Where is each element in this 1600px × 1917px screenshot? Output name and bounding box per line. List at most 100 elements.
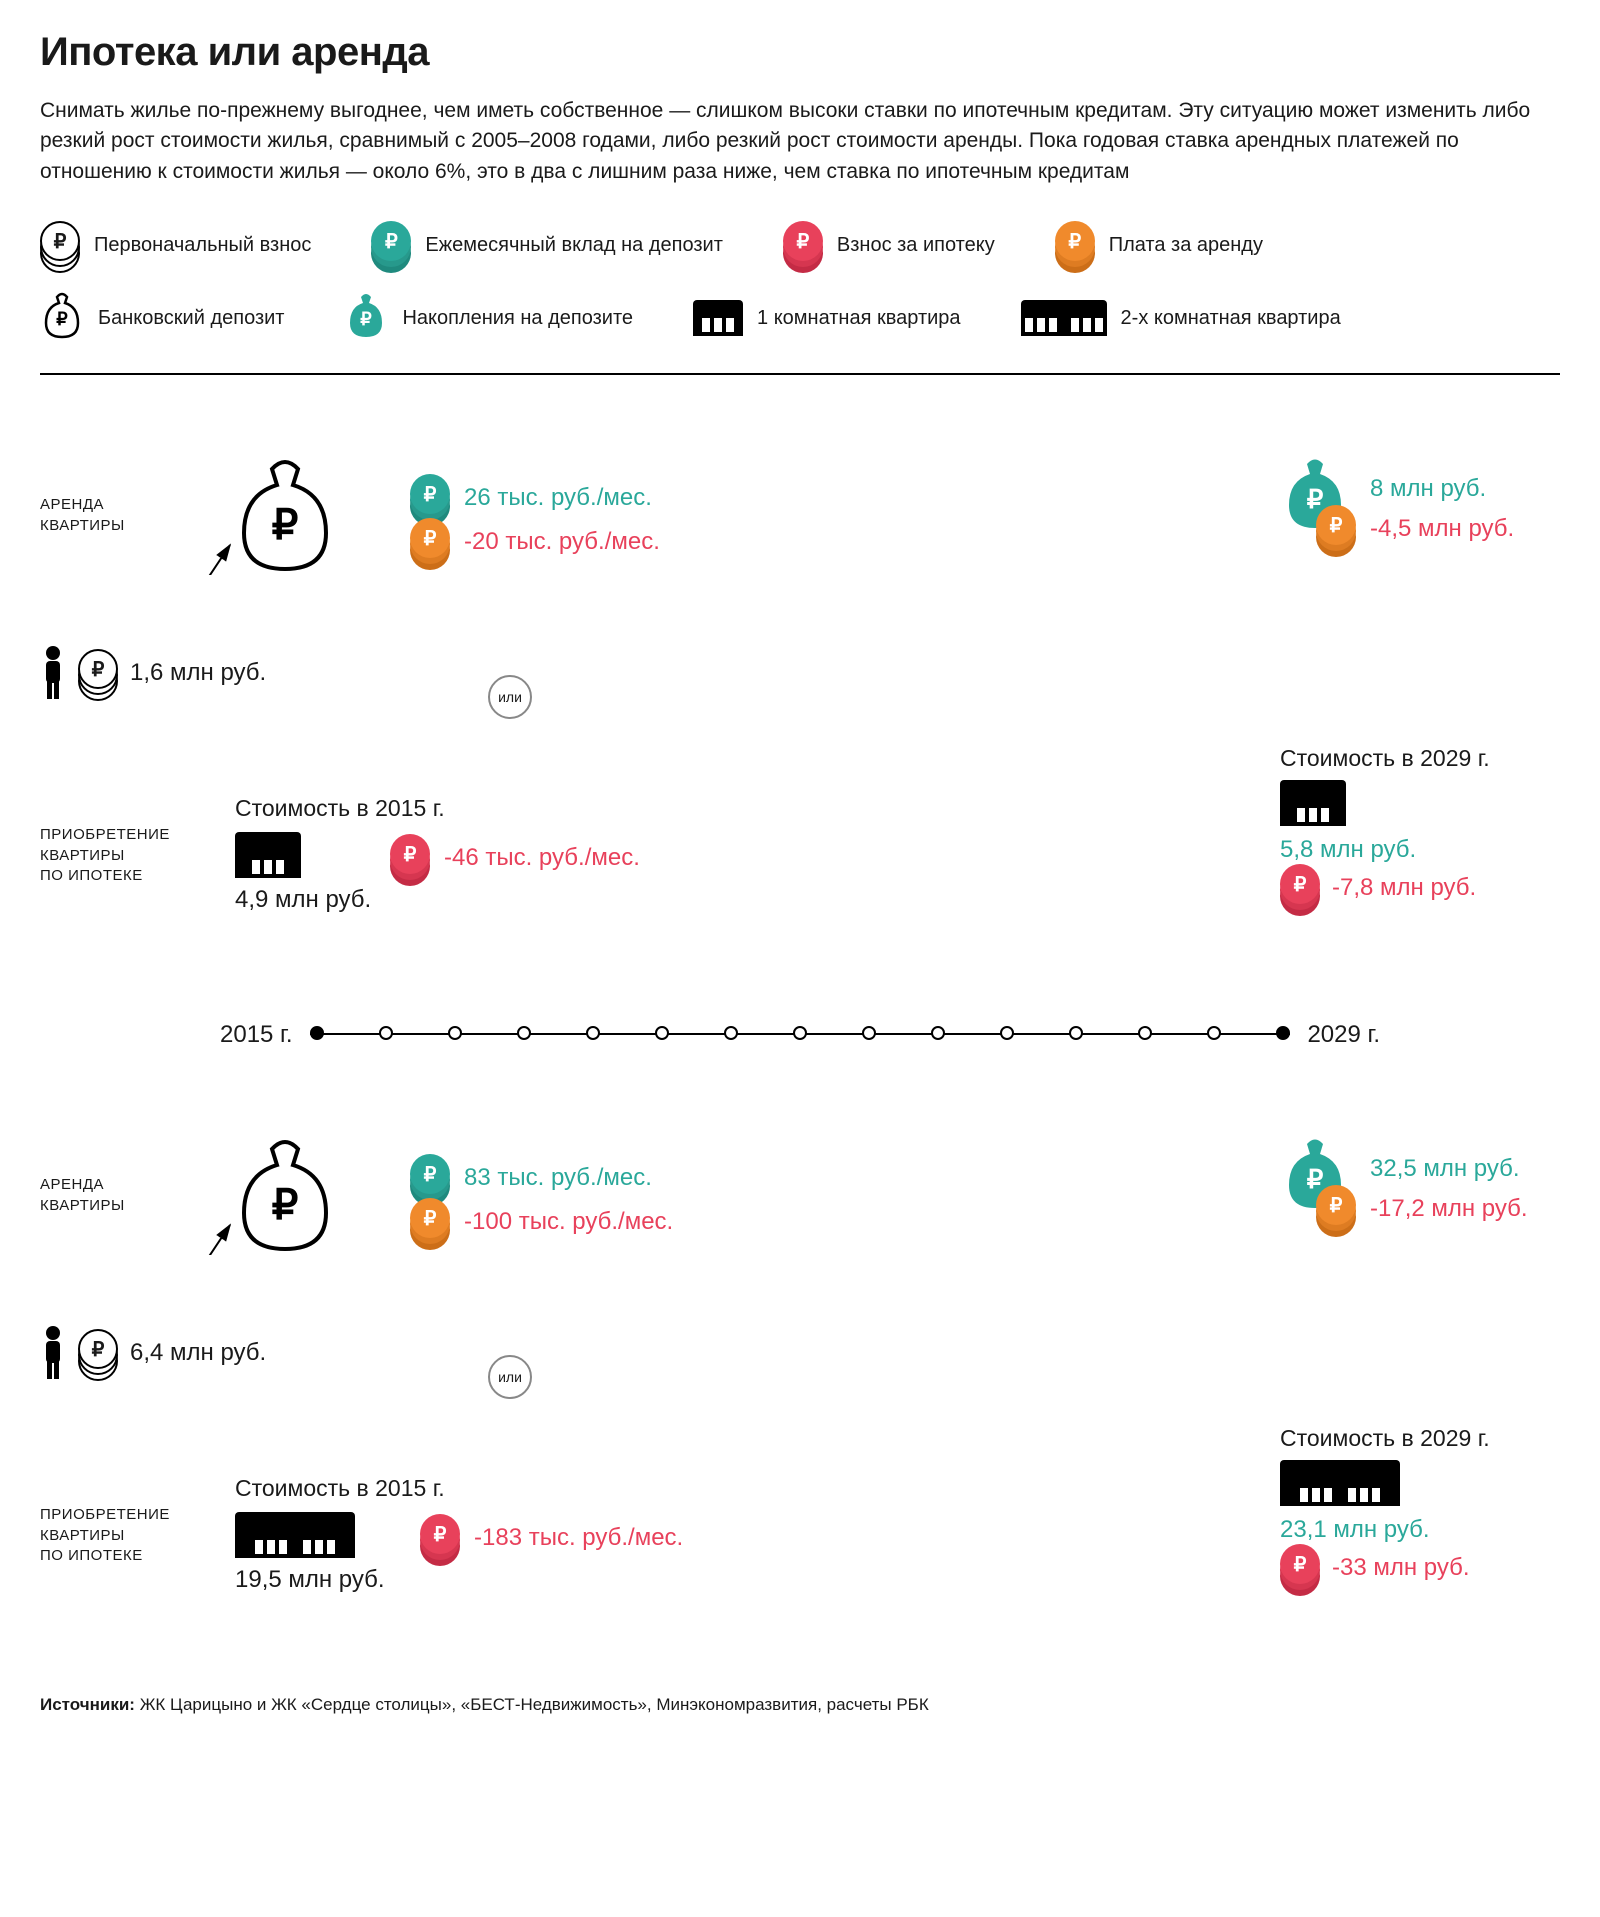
result-rent-total: -17,2 млн руб. — [1370, 1195, 1528, 1223]
cost-2029: Стоимость в 2029 г. 5,8 млн руб. ₽ -7,8 … — [1280, 745, 1490, 906]
white-coin-stack-icon: ₽ — [78, 1335, 118, 1371]
bag-outline-icon: ₽ — [40, 291, 84, 345]
rent-pay-value: -20 тыс. руб./мес. — [464, 528, 660, 556]
legend-mortgage-payment: ₽ Взнос за ипотеку — [783, 227, 995, 263]
legend: ₽ Первоначальный взнос ₽ Ежемесячный вкл… — [40, 227, 1560, 345]
legend-label: Накопления на депозите — [402, 307, 633, 330]
cost-2015-label: Стоимость в 2015 г. — [235, 1475, 445, 1502]
cost-2029-amount: 5,8 млн руб. — [1280, 836, 1490, 864]
rent-deposit-value: 83 тыс. руб./мес. — [464, 1164, 652, 1192]
timeline-tick — [931, 1026, 945, 1040]
cost-2015-amount: 19,5 млн руб. — [235, 1566, 445, 1594]
cost-2029-amount: 23,1 млн руб. — [1280, 1516, 1490, 1544]
legend-initial-deposit: ₽ Первоначальный взнос — [40, 227, 311, 263]
legend-two-room: 2-х комнатная квартира — [1021, 300, 1341, 336]
timeline-tick — [655, 1026, 669, 1040]
legend-savings: ₽ Накопления на депозите — [344, 291, 633, 345]
sources-label: Источники: — [40, 1695, 135, 1714]
timeline-tick — [1138, 1026, 1152, 1040]
two-room-icon — [235, 1512, 355, 1558]
timeline-tick — [1276, 1026, 1290, 1040]
timeline: 2015 г. 2029 г. — [40, 1005, 1560, 1065]
svg-text:₽: ₽ — [56, 309, 68, 329]
or-badge: или — [488, 1355, 532, 1399]
result-savings: 32,5 млн руб. — [1370, 1155, 1520, 1183]
person-icon — [40, 645, 66, 701]
green-coin-stack-icon: ₽ — [410, 480, 450, 516]
cost-2029: Стоимость в 2029 г. 23,1 млн руб. ₽ -33 … — [1280, 1425, 1490, 1586]
rent-monthly-values: ₽ 26 тыс. руб./мес. ₽ -20 тыс. руб./мес. — [410, 480, 660, 560]
legend-one-room: 1 комнатная квартира — [693, 300, 961, 336]
legend-label: Первоначальный взнос — [94, 234, 311, 257]
sources: Источники: ЖК Царицыно и ЖК «Сердце стол… — [40, 1695, 1560, 1715]
cost-2015-amount: 4,9 млн руб. — [235, 886, 445, 914]
orange-coin-stack-icon: ₽ — [1316, 1191, 1356, 1227]
scenario-1: АРЕНДА КВАРТИРЫ ПРИОБРЕТЕНИЕ КВАРТИРЫ ПО… — [40, 425, 1560, 985]
scenario-2: АРЕНДА КВАРТИРЫ ПРИОБРЕТЕНИЕ КВАРТИРЫ ПО… — [40, 1105, 1560, 1665]
green-coin-stack-icon: ₽ — [410, 1160, 450, 1196]
timeline-tick — [586, 1026, 600, 1040]
red-coin-stack-icon: ₽ — [783, 227, 823, 263]
rent-pay-value: -100 тыс. руб./мес. — [464, 1208, 673, 1236]
white-coin-stack-icon: ₽ — [40, 227, 80, 263]
timeline-start: 2015 г. — [220, 1021, 293, 1049]
rent-path-label: АРЕНДА КВАРТИРЫ — [40, 1175, 180, 1216]
start-amount: 6,4 млн руб. — [130, 1339, 266, 1367]
timeline-tick — [1069, 1026, 1083, 1040]
person-start: ₽ 1,6 млн руб. — [40, 645, 266, 701]
green-coin-stack-icon: ₽ — [371, 227, 411, 263]
orange-coin-stack-icon: ₽ — [1055, 227, 1095, 263]
one-room-icon — [693, 300, 743, 336]
red-coin-stack-icon: ₽ — [1280, 1550, 1320, 1586]
person-icon — [40, 1325, 66, 1381]
legend-label: 1 комнатная квартира — [757, 307, 961, 330]
bag-green-icon: ₽ — [344, 291, 388, 345]
timeline-tick — [310, 1026, 324, 1040]
cost-2029-label: Стоимость в 2029 г. — [1280, 1425, 1490, 1452]
timeline-tick — [1000, 1026, 1014, 1040]
buy-monthly: ₽ -46 тыс. руб./мес. — [390, 840, 640, 876]
legend-bank-deposit: ₽ Банковский депозит — [40, 291, 284, 345]
legend-label: 2-х комнатная квартира — [1121, 307, 1341, 330]
svg-text:₽: ₽ — [272, 1181, 299, 1228]
rent-deposit-value: 26 тыс. руб./мес. — [464, 484, 652, 512]
or-badge: или — [488, 675, 532, 719]
buy-monthly-value: -46 тыс. руб./мес. — [444, 844, 640, 872]
cost-2015: Стоимость в 2015 г. 19,5 млн руб. — [235, 1475, 445, 1594]
bank-bag-icon: ₽ — [230, 455, 340, 580]
timeline-tick — [517, 1026, 531, 1040]
rent-result-values: 8 млн руб. ₽ -4,5 млн руб. — [1370, 475, 1514, 547]
divider — [40, 373, 1560, 375]
intro-text: Снимать жилье по-прежнему выгоднее, чем … — [40, 96, 1560, 187]
result-mortgage-total: -33 млн руб. — [1332, 1554, 1470, 1582]
white-coin-stack-icon: ₽ — [78, 655, 118, 691]
start-amount: 1,6 млн руб. — [130, 659, 266, 687]
timeline-tick — [1207, 1026, 1221, 1040]
buy-monthly: ₽ -183 тыс. руб./мес. — [420, 1520, 683, 1556]
orange-coin-stack-icon: ₽ — [410, 1204, 450, 1240]
timeline-tick — [448, 1026, 462, 1040]
timeline-tick — [862, 1026, 876, 1040]
timeline-tick — [379, 1026, 393, 1040]
red-coin-stack-icon: ₽ — [420, 1520, 460, 1556]
person-start: ₽ 6,4 млн руб. — [40, 1325, 266, 1381]
legend-label: Плата за аренду — [1109, 234, 1263, 257]
cost-2029-label: Стоимость в 2029 г. — [1280, 745, 1490, 772]
rent-path-label: АРЕНДА КВАРТИРЫ — [40, 495, 180, 536]
svg-text:₽: ₽ — [361, 309, 373, 329]
result-mortgage-total: -7,8 млн руб. — [1332, 874, 1476, 902]
red-coin-stack-icon: ₽ — [390, 840, 430, 876]
two-room-icon — [1280, 1460, 1400, 1506]
timeline-end: 2029 г. — [1307, 1021, 1380, 1049]
timeline-tick — [724, 1026, 738, 1040]
svg-text:₽: ₽ — [272, 501, 299, 548]
result-rent-total: -4,5 млн руб. — [1370, 515, 1514, 543]
one-room-icon — [1280, 780, 1346, 826]
timeline-tick — [793, 1026, 807, 1040]
buy-monthly-value: -183 тыс. руб./мес. — [474, 1524, 683, 1552]
buy-path-label: ПРИОБРЕТЕНИЕ КВАРТИРЫ ПО ИПОТЕКЕ — [40, 1505, 180, 1566]
rent-result-values: 32,5 млн руб. ₽ -17,2 млн руб. — [1370, 1155, 1528, 1227]
result-savings: 8 млн руб. — [1370, 475, 1486, 503]
page-title: Ипотека или аренда — [40, 30, 1560, 75]
rent-monthly-values: ₽ 83 тыс. руб./мес. ₽ -100 тыс. руб./мес… — [410, 1160, 673, 1240]
